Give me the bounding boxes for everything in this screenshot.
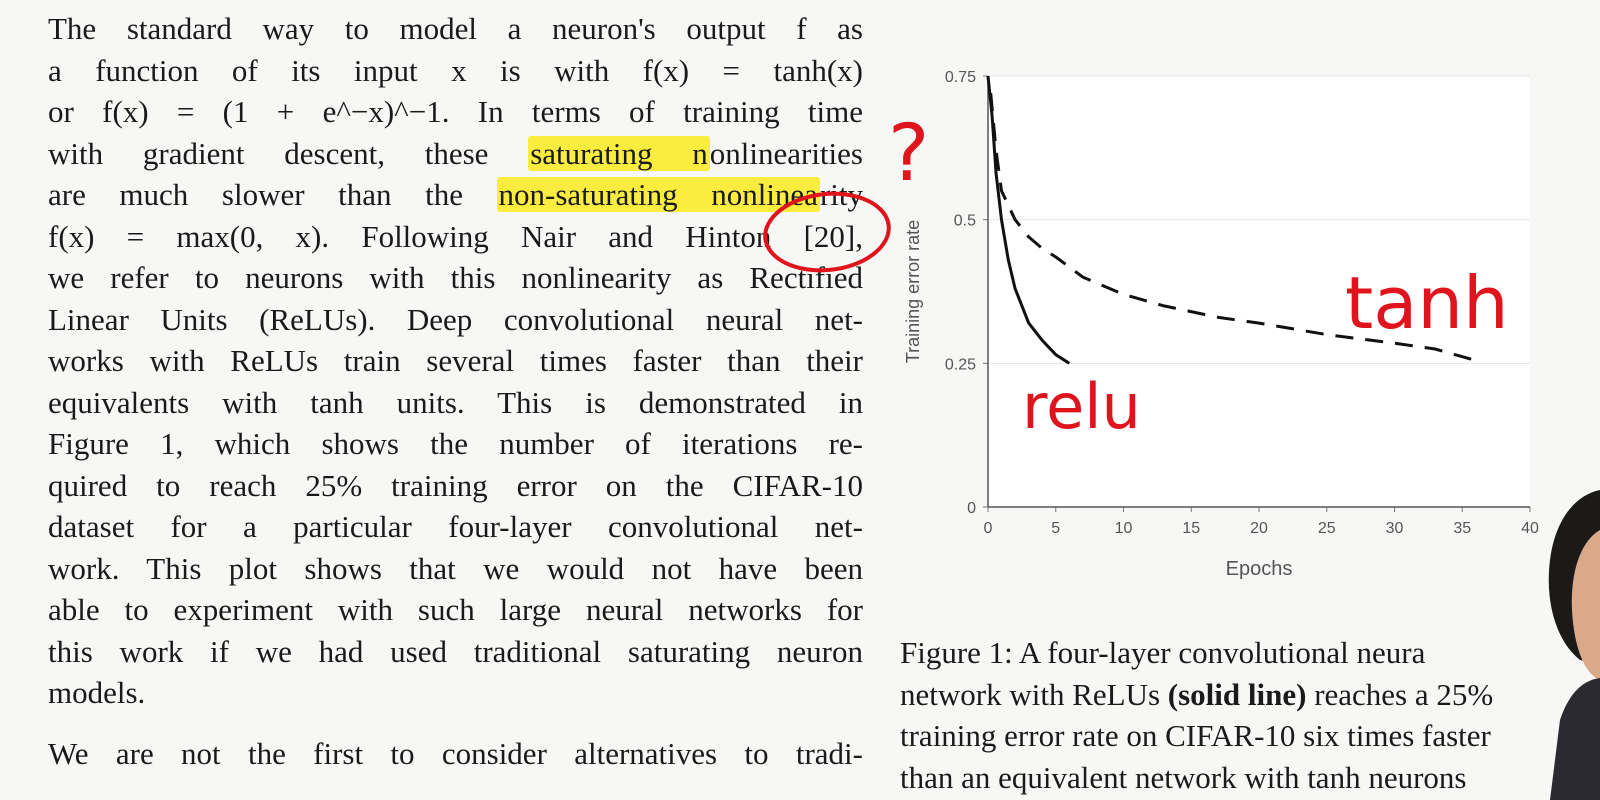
text-line: works with ReLUs train several times fas… bbox=[48, 343, 863, 378]
figure-caption: Figure 1: A four-layer convolutional neu… bbox=[900, 632, 1540, 798]
x-tick-label: 30 bbox=[1386, 520, 1404, 537]
training-error-chart: 0 0.25 0.5 0.75 0 5 10 15 20 25 30 35 40 Epochs Traini… bbox=[903, 69, 1539, 580]
x-tick-label: 25 bbox=[1318, 520, 1336, 537]
text-line-highlighted: with gradient descent, these saturating … bbox=[48, 135, 863, 171]
body-paragraph-1: The standard way to model a neuron's out… bbox=[48, 8, 863, 714]
x-tick-label: 5 bbox=[1051, 520, 1060, 537]
caption-line: than an equivalent network with tanh neu… bbox=[900, 759, 1467, 795]
body-paragraph-2: We are not the first to consider alterna… bbox=[48, 733, 863, 775]
text-line: Linear Units (ReLUs). Deep convolutional… bbox=[48, 301, 863, 337]
y-tick-label: 0 bbox=[967, 500, 976, 517]
y-tick-label: 0.75 bbox=[945, 69, 976, 86]
solid-series-line bbox=[986, 75, 1071, 365]
text-line: we refer to neurons with this nonlineari… bbox=[48, 260, 863, 295]
speaker-video-overlay bbox=[1548, 490, 1600, 800]
text-line: models. bbox=[48, 675, 146, 710]
x-tick-label: 10 bbox=[1115, 520, 1133, 537]
highlight: saturating n bbox=[528, 135, 710, 171]
plot-area bbox=[988, 76, 1530, 507]
x-tick-label: 35 bbox=[1453, 520, 1471, 537]
text-line: able to experiment with such large neura… bbox=[48, 592, 863, 627]
x-tick-label: 0 bbox=[984, 520, 993, 537]
text-line: The standard way to model a neuron's out… bbox=[48, 11, 863, 46]
highlight: non-saturating nonlinea bbox=[496, 177, 820, 212]
text-line: We are not the first to consider alterna… bbox=[48, 736, 863, 771]
caption-line: network with ReLUs (solid line) reaches … bbox=[900, 676, 1494, 712]
y-axis-title: Training error rate bbox=[903, 220, 923, 363]
text-line: equivalents with tanh units. This is dem… bbox=[48, 384, 863, 420]
text-line: f(x) = max(0, x). Following Nair and Hin… bbox=[48, 218, 863, 254]
text-line: or f(x) = (1 + e^−x)^−1. In terms of tra… bbox=[48, 94, 863, 129]
dashed-series-line bbox=[989, 93, 1477, 362]
text-line: this work if we had used traditional sat… bbox=[48, 633, 863, 669]
y-tick-label: 0.25 bbox=[945, 356, 976, 373]
y-tick-label: 0.5 bbox=[954, 213, 976, 230]
text-line: Figure 1, which shows the number of iter… bbox=[48, 426, 863, 461]
caption-bold: (solid line) bbox=[1167, 676, 1307, 712]
text-line: dataset for a particular four-layer conv… bbox=[48, 509, 863, 544]
x-tick-label: 15 bbox=[1182, 520, 1200, 537]
x-tick-label: 40 bbox=[1521, 520, 1539, 537]
text-line: work. This plot shows that we would not … bbox=[48, 550, 863, 586]
x-tick-label: 20 bbox=[1250, 520, 1268, 537]
text-line: quired to reach 25% training error on th… bbox=[48, 467, 863, 503]
x-axis-title: Epochs bbox=[1226, 558, 1293, 580]
text-line-highlighted: are much slower than the non-saturating … bbox=[48, 177, 864, 212]
caption-line: Figure 1: A four-layer convolutional neu… bbox=[900, 635, 1426, 670]
text-line: a function of its input x is with f(x) =… bbox=[48, 52, 863, 88]
caption-line: training error rate on CIFAR-10 six time… bbox=[900, 718, 1491, 753]
